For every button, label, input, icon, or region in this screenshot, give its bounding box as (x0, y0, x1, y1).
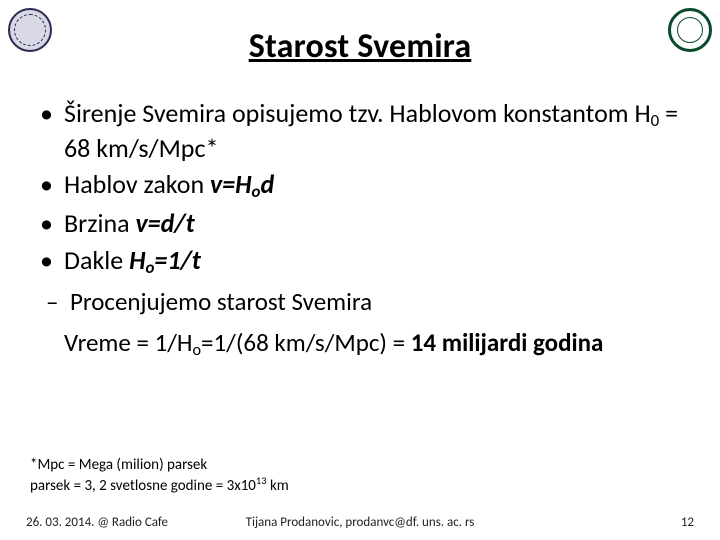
vreme-mid: =1/(68 km/s/Mpc) = (201, 327, 411, 358)
bullet-4-text: Dakle (64, 244, 129, 276)
sub-bullet-list: Procenjujemo starost Svemira (30, 286, 690, 317)
footnotes: *Mpc = Mega (milion) parsek parsek = 3, … (30, 456, 289, 497)
slide-title: Starost Svemira (30, 26, 690, 67)
footnote-1: *Mpc = Mega (milion) parsek (30, 456, 289, 475)
bullet-2-em-a: v=H (210, 168, 252, 200)
logo-left (8, 8, 52, 52)
bullet-2: Hablov zakon v=Hod (64, 168, 690, 203)
bullet-1-text-a: Širenje Svemira opisujemo tzv. Hablovom … (64, 97, 651, 129)
bullet-1: Širenje Svemira opisujemo tzv. Hablovom … (64, 97, 690, 164)
footer-left: 26. 03. 2014. @ Radio Cafe (26, 515, 168, 530)
vreme-pre: Vreme = 1/H (64, 327, 192, 358)
equation-line: Vreme = 1/Ho=1/(68 km/s/Mpc) = 14 milija… (64, 327, 690, 360)
bullet-2-text: Hablov zakon (64, 168, 210, 200)
bullet-3: Brzina v=d/t (64, 207, 690, 240)
bullet-3-text: Brzina (64, 207, 135, 239)
footnote-2-pre: parsek = 3, 2 svetlosne godine = 3x10 (30, 477, 256, 495)
footer-page-number: 12 (681, 515, 694, 530)
bullet-4-em-a: H (129, 244, 145, 276)
bullet-4-em-b: =1/t (154, 244, 200, 276)
bullet-3-em: v=d/t (135, 207, 194, 239)
footer-center: Tijana Prodanovic, prodanvc@df. uns. ac.… (246, 515, 475, 530)
slide: Starost Svemira Širenje Svemira opisujem… (0, 0, 720, 540)
vreme-sub: o (192, 341, 201, 360)
footer: 26. 03. 2014. @ Radio Cafe Tijana Prodan… (0, 515, 720, 530)
logo-right (668, 8, 712, 52)
bullet-2-em-b: d (260, 168, 274, 200)
bullet-list: Širenje Svemira opisujemo tzv. Hablovom … (30, 97, 690, 278)
footnote-2: parsek = 3, 2 svetlosne godine = 3x1013 … (30, 474, 289, 496)
sub-bullet-1: Procenjujemo starost Svemira (70, 286, 690, 317)
bullet-1-sub: 0 (651, 110, 660, 131)
bullet-4: Dakle Ho=1/t (64, 244, 690, 279)
footnote-2-sup: 13 (256, 474, 267, 487)
footnote-2-post: km (267, 477, 289, 495)
vreme-bold: 14 milijardi godina (411, 327, 604, 358)
